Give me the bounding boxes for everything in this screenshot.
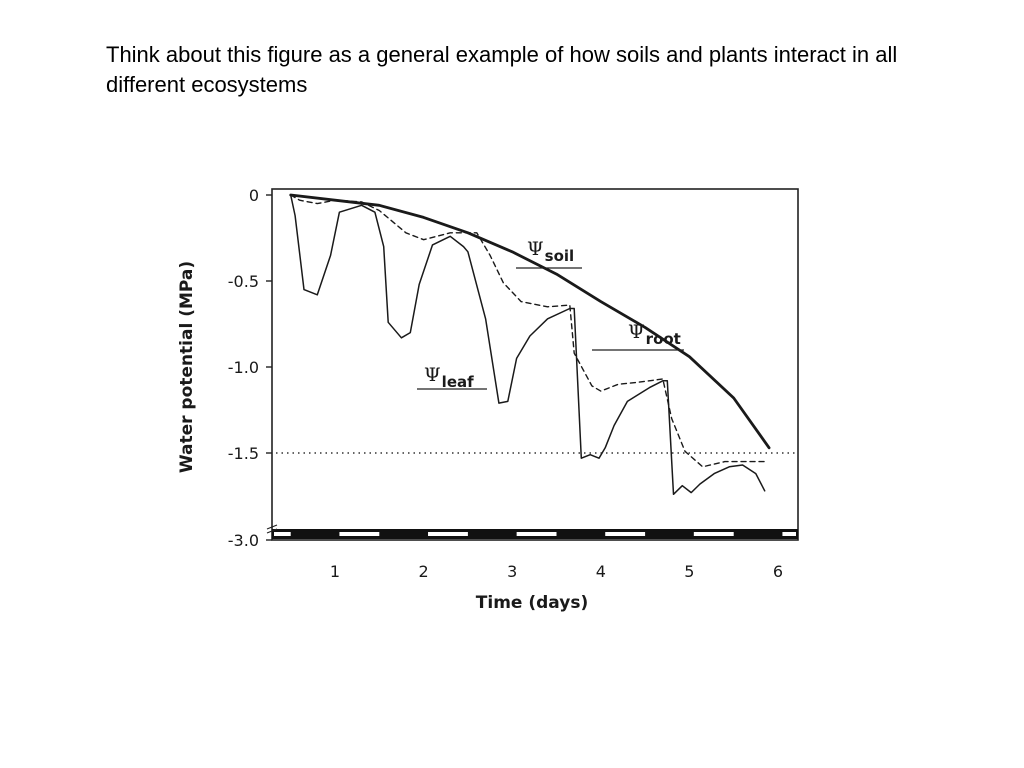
day-segment	[605, 532, 646, 536]
x-axis-title: Time (days)	[476, 593, 588, 613]
day-segment	[428, 532, 468, 536]
label-psi-soil-text: Ψsoil	[527, 238, 574, 265]
label-psi-leaf-text: Ψleaf	[424, 364, 474, 391]
plot-frame	[271, 188, 799, 541]
x-tick-label: 2	[419, 562, 429, 581]
series-line-soil	[289, 193, 771, 450]
day-night-bar	[272, 529, 798, 539]
day-segment	[782, 532, 796, 536]
day-segment	[339, 532, 380, 536]
plot-border	[271, 188, 799, 541]
label-psi-leaf: Ψleaf	[417, 364, 487, 391]
x-tick-label: 4	[596, 562, 606, 581]
y-axis-title: Water potential (MPa)	[177, 261, 197, 473]
y-tick-label: -1.0	[228, 358, 259, 377]
series-line-root	[290, 194, 766, 468]
x-tick-label: 1	[330, 562, 340, 581]
series-labels: Ψsoil Ψroot Ψleaf	[417, 238, 684, 391]
label-psi-root: Ψroot	[592, 321, 684, 351]
y-tick-label: -1.5	[228, 444, 259, 463]
y-tick-label: 0	[249, 186, 259, 205]
label-psi-soil: Ψsoil	[516, 238, 582, 269]
day-segment	[274, 532, 291, 536]
y-tick-label: -0.5	[228, 272, 259, 291]
series-line-leaf	[289, 194, 766, 496]
y-tick-label: -3.0	[228, 531, 259, 550]
axis-break-mark	[266, 524, 278, 530]
day-segment	[516, 532, 557, 536]
ticks-layer: 0 -0.5 -1.0 -1.5 -3.0 1 2 3 4 5 6	[228, 186, 783, 581]
slide-caption: Think about this figure as a general exa…	[106, 42, 898, 97]
label-psi-root-text: Ψroot	[628, 321, 681, 348]
axis-break-mark	[266, 528, 278, 534]
day-segment	[693, 532, 734, 536]
x-tick-label: 3	[507, 562, 517, 581]
x-tick-label: 5	[684, 562, 694, 581]
x-tick-label: 6	[773, 562, 783, 581]
series-layer	[289, 193, 771, 496]
